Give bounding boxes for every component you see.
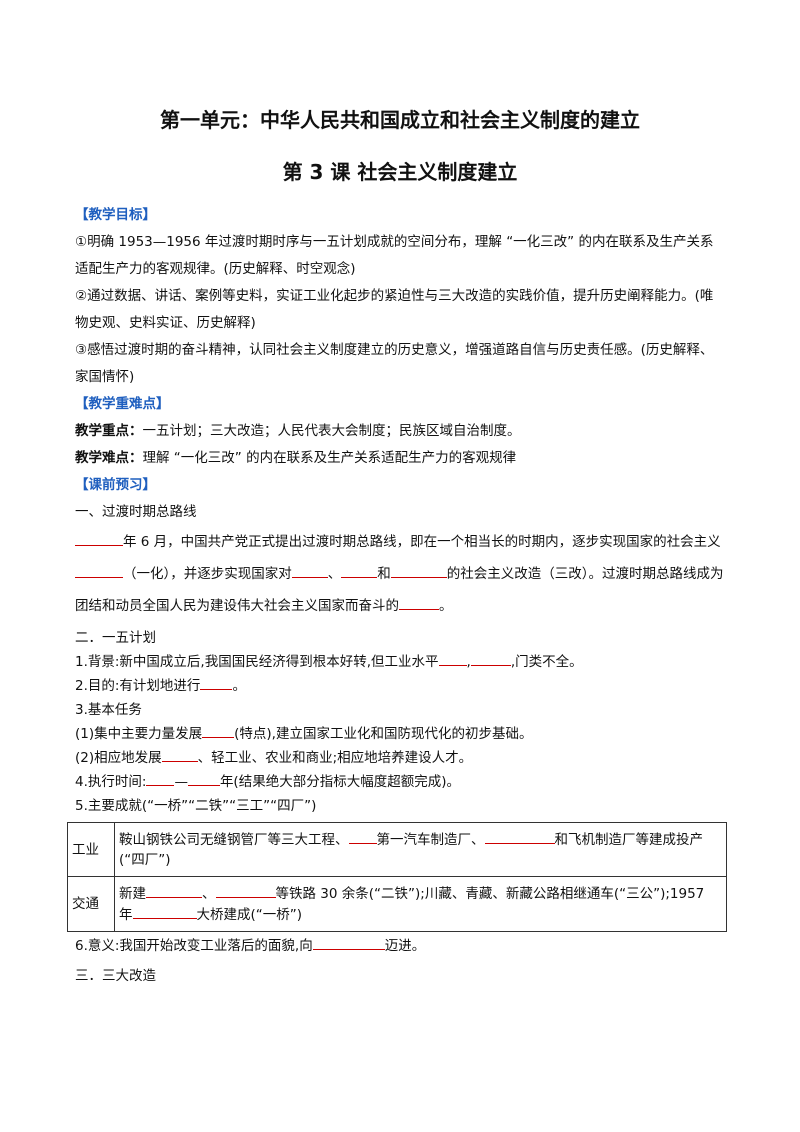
objective: ②通过数据、讲话、案例等史料，实证工业化起步的紧迫性与三大改造的实践价值，提升历…: [75, 288, 714, 331]
text: 4.执行时间:: [75, 774, 147, 790]
section-title: 一、过渡时期总路线: [75, 504, 197, 520]
text: 、: [327, 566, 342, 582]
section-title: 三．三大改造: [75, 968, 156, 984]
text: 鞍山钢铁公司无缝钢管厂等三大工程、: [119, 832, 349, 848]
focus: 教学重点：一五计划；三大改造；人民代表大会制度；民族区域自治制度。: [75, 418, 725, 445]
text: 迈进。: [384, 938, 426, 954]
line: (2)相应地发展 、轻工业、农业和商业;相应地培养建设人才。: [75, 746, 725, 770]
text: (特点),建立国家工业化和国防现代化的初步基础。: [234, 726, 533, 742]
cell: 交通: [67, 876, 115, 932]
paragraph: 年 6 月，中国共产党正式提出过渡时期总路线，即在一个相当长的时期内，逐步实现国…: [75, 526, 725, 622]
blank: [484, 829, 555, 844]
text: （一化），并逐步实现国家对: [123, 566, 292, 582]
text: 和: [377, 566, 391, 582]
blank: [348, 829, 377, 844]
text: 年(结果绝大部分指标大幅度超额完成)。: [219, 774, 460, 790]
line: 5.主要成就(“一桥”“二铁”“三工”“四厂”): [75, 798, 317, 814]
objective: ①明确 1953—1956 年过渡时期时序与一五计划成就的空间分布，理解 “一化…: [75, 234, 714, 277]
text: —: [174, 774, 188, 790]
cell: 鞍山钢铁公司无缝钢管厂等三大工程、 第一汽车制造厂、 和飞机制造厂等建成投产(“四厂…: [114, 822, 727, 877]
line: 2.目的:有计划地进行 。: [75, 674, 725, 698]
achievements-table: 工业 鞍山钢铁公司无缝钢管厂等三大工程、 第一汽车制造厂、 和飞机制造厂等建成投产(“…: [67, 822, 727, 932]
text: 。: [439, 598, 453, 614]
text: 第一汽车制造厂、: [376, 832, 485, 848]
blank: [341, 563, 378, 578]
line: 4.执行时间: — 年(结果绝大部分指标大幅度超额完成)。: [75, 770, 725, 794]
blank: [390, 563, 447, 578]
blank: [438, 651, 467, 666]
text: (2)相应地发展: [75, 750, 162, 766]
line: 6.意义:我国开始改变工业落后的面貌,向 迈进。: [75, 934, 725, 958]
text: 和飞机制造厂等建成投产(“四厂”): [119, 832, 703, 868]
text: 新建: [119, 886, 146, 902]
heading: 【教学目标】: [75, 207, 156, 223]
text: (1)集中主要力量发展: [75, 726, 203, 742]
text: 2.目的:有计划地进行: [75, 678, 201, 694]
section: 二．一五计划 1.背景:新中国成立后,我国国民经济得到根本好转,但工业水平, ,门…: [67, 626, 727, 988]
heading: 【教学重难点】: [75, 396, 170, 412]
row: 交通 新建 、等铁路 30 余条(“二铁”);川藏、青藏、新藏公路相继通车(“三公”…: [67, 876, 727, 932]
blank: [470, 651, 511, 666]
blank: [399, 595, 439, 610]
blank: [291, 563, 328, 578]
text: 年 6 月，中国共产党正式提出过渡时期总路线，即在一个相当长的时期内，逐步实现国…: [123, 534, 721, 550]
line: 3.基本任务: [75, 702, 142, 718]
difficulty: 教学难点：理解 “一化三改” 的内在联系及生产关系适配生产力的客观规律: [75, 445, 725, 472]
heading: 【课前预习】: [75, 477, 156, 493]
text: 一五计划；三大改造；人民代表大会制度；民族区域自治制度。: [142, 423, 521, 439]
objective: ③感悟过渡时期的奋斗精神，认同社会主义制度建立的历史意义，增强道路自信与历史责任…: [75, 342, 714, 385]
text: 、轻工业、农业和商业;相应地培养建设人才。: [197, 750, 473, 766]
line: (1)集中主要力量发展 (特点),建立国家工业化和国防现代化的初步基础。: [75, 722, 725, 746]
text: 的社会主义改造（三改）。过渡时期总路线成为团结和动员全国人民为建设伟大社会主义国…: [75, 566, 724, 614]
text: ,门类不全。: [510, 654, 583, 670]
blank: [75, 563, 123, 578]
cell: 工业: [67, 822, 115, 877]
text: 等铁路 30 余条(“二铁”);川藏、青藏、新藏公路相继通车(“三公”);195…: [119, 886, 705, 923]
text: 1.背景:新中国成立后,我国国民经济得到根本好转,但工业水平: [75, 654, 439, 670]
blank: [75, 531, 123, 546]
text: 。: [232, 678, 246, 694]
content: 【教学目标】 ①明确 1953—1956 年过渡时期时序与一五计划成就的空间分布…: [67, 202, 727, 988]
text: 6.意义:我国开始改变工业落后的面貌,向: [75, 938, 313, 954]
blank: [202, 723, 235, 738]
line: 1.背景:新中国成立后,我国国民经济得到根本好转,但工业水平, ,门类不全。: [75, 650, 725, 674]
text: 大桥建成(“一桥”): [196, 907, 303, 923]
blank: [187, 771, 220, 786]
text: ,: [466, 654, 471, 670]
section-title: 二．一五计划: [75, 630, 156, 646]
text: 、: [202, 886, 216, 902]
label: 教学重点：: [75, 423, 143, 439]
title: 第一单元：中华人民共和国成立和社会主义制度的建立: [160, 108, 640, 132]
subtitle: 第 3 课 社会主义制度建立: [282, 160, 518, 184]
label: 教学难点：: [75, 450, 143, 466]
blank: [146, 771, 175, 786]
blank: [132, 904, 197, 919]
blank: [215, 883, 276, 898]
text: 理解 “一化三改” 的内在联系及生产关系适配生产力的客观规律: [142, 450, 517, 466]
blank: [161, 747, 198, 762]
cell: 新建 、等铁路 30 余条(“二铁”);川藏、青藏、新藏公路相继通车(“三公”);…: [114, 876, 727, 932]
row: 工业 鞍山钢铁公司无缝钢管厂等三大工程、 第一汽车制造厂、 和飞机制造厂等建成投产(“…: [67, 822, 727, 877]
blank: [200, 675, 233, 690]
blank: [312, 935, 385, 950]
blank: [146, 883, 202, 898]
